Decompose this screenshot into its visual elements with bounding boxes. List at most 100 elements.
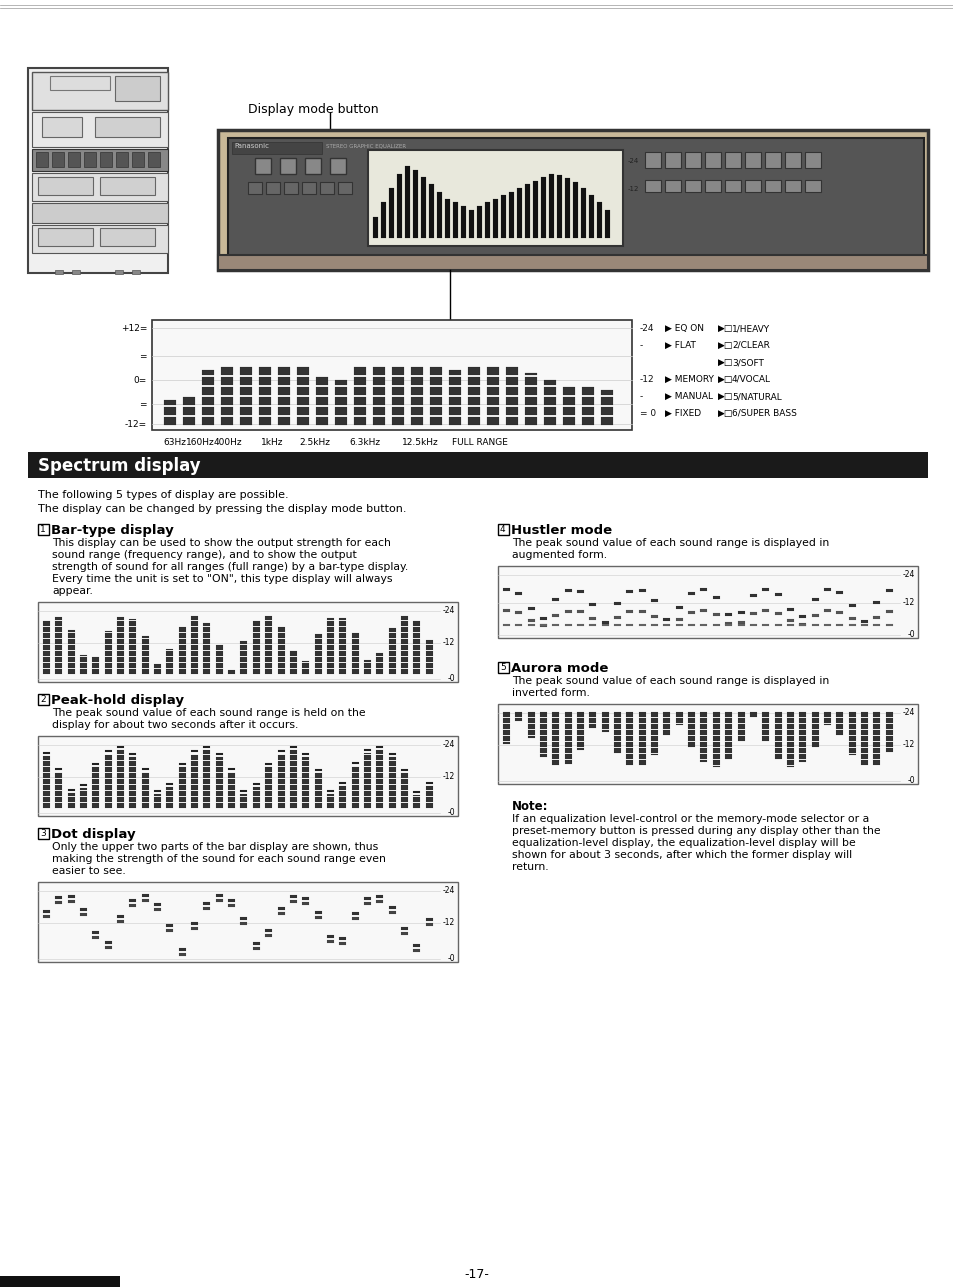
- Text: -24: -24: [902, 570, 914, 579]
- Bar: [117, 920, 124, 923]
- Text: -12: -12: [902, 598, 914, 607]
- Bar: [468, 417, 479, 425]
- Bar: [117, 645, 124, 650]
- Bar: [38, 602, 457, 682]
- Bar: [277, 912, 284, 915]
- Bar: [191, 803, 198, 808]
- Text: ▶□: ▶□: [718, 358, 733, 367]
- Text: 1/HEAVY: 1/HEAVY: [731, 324, 769, 333]
- Bar: [430, 417, 441, 425]
- Bar: [240, 367, 252, 375]
- Bar: [202, 396, 213, 405]
- Bar: [277, 761, 284, 766]
- Bar: [302, 897, 309, 900]
- Bar: [277, 407, 290, 414]
- Bar: [178, 773, 186, 779]
- Bar: [80, 803, 87, 808]
- Bar: [505, 396, 517, 405]
- Bar: [55, 633, 62, 638]
- Bar: [28, 452, 927, 477]
- Bar: [651, 624, 658, 625]
- Text: -12: -12: [627, 187, 639, 192]
- Bar: [400, 927, 408, 931]
- Bar: [339, 656, 346, 662]
- Bar: [43, 785, 50, 790]
- Bar: [597, 202, 601, 238]
- Bar: [872, 743, 880, 746]
- Bar: [55, 640, 62, 644]
- Bar: [277, 803, 284, 808]
- Bar: [71, 270, 80, 274]
- Bar: [130, 792, 136, 795]
- Bar: [55, 773, 62, 779]
- Bar: [375, 761, 383, 766]
- Bar: [651, 725, 658, 728]
- Bar: [589, 718, 596, 723]
- Bar: [799, 712, 805, 717]
- Bar: [413, 669, 420, 674]
- Bar: [43, 633, 50, 638]
- Bar: [363, 660, 371, 662]
- Bar: [700, 754, 707, 759]
- Text: -24: -24: [442, 740, 455, 749]
- Bar: [191, 927, 198, 931]
- Bar: [799, 736, 805, 741]
- Bar: [339, 663, 346, 668]
- Bar: [413, 622, 420, 625]
- Bar: [290, 767, 296, 772]
- Bar: [315, 417, 328, 425]
- Bar: [449, 396, 460, 405]
- Bar: [166, 797, 173, 802]
- Bar: [352, 773, 358, 779]
- Bar: [539, 624, 546, 625]
- Bar: [761, 624, 768, 625]
- Bar: [524, 387, 537, 395]
- Bar: [203, 767, 211, 772]
- Bar: [265, 663, 272, 668]
- Bar: [524, 417, 537, 425]
- Bar: [573, 181, 578, 238]
- Text: If an equalization level-control or the memory-mode selector or a: If an equalization level-control or the …: [512, 813, 868, 824]
- Bar: [117, 761, 124, 766]
- Bar: [700, 730, 707, 735]
- Bar: [142, 797, 149, 802]
- Bar: [626, 589, 633, 593]
- Bar: [675, 606, 682, 609]
- Text: ▶□: ▶□: [718, 341, 733, 350]
- Text: -0: -0: [447, 808, 455, 817]
- Bar: [449, 387, 460, 395]
- Text: STEREO GRAPHIC EQUALIZER: STEREO GRAPHIC EQUALIZER: [326, 143, 406, 148]
- Bar: [43, 915, 50, 918]
- Bar: [860, 761, 867, 764]
- Bar: [215, 761, 223, 766]
- Bar: [142, 900, 149, 902]
- Bar: [662, 730, 670, 735]
- Bar: [117, 792, 124, 795]
- Bar: [848, 736, 855, 741]
- Bar: [737, 725, 743, 728]
- Bar: [527, 624, 534, 625]
- Bar: [811, 614, 818, 616]
- Bar: [32, 112, 168, 147]
- Bar: [552, 736, 558, 741]
- Bar: [562, 396, 575, 405]
- Bar: [277, 907, 284, 910]
- Bar: [430, 367, 441, 375]
- Bar: [724, 152, 740, 169]
- Bar: [240, 407, 252, 414]
- Bar: [335, 407, 347, 414]
- Bar: [737, 730, 743, 735]
- Bar: [215, 797, 223, 802]
- Bar: [105, 773, 112, 779]
- Bar: [191, 627, 198, 632]
- Bar: [392, 396, 403, 405]
- Bar: [502, 712, 510, 717]
- Bar: [55, 803, 62, 808]
- Bar: [784, 152, 801, 169]
- Bar: [215, 773, 223, 779]
- Bar: [105, 797, 112, 802]
- Text: =: =: [139, 353, 147, 360]
- Text: The display can be changed by pressing the display mode button.: The display can be changed by pressing t…: [38, 505, 406, 514]
- Text: 3/SOFT: 3/SOFT: [731, 358, 763, 367]
- Bar: [589, 604, 596, 606]
